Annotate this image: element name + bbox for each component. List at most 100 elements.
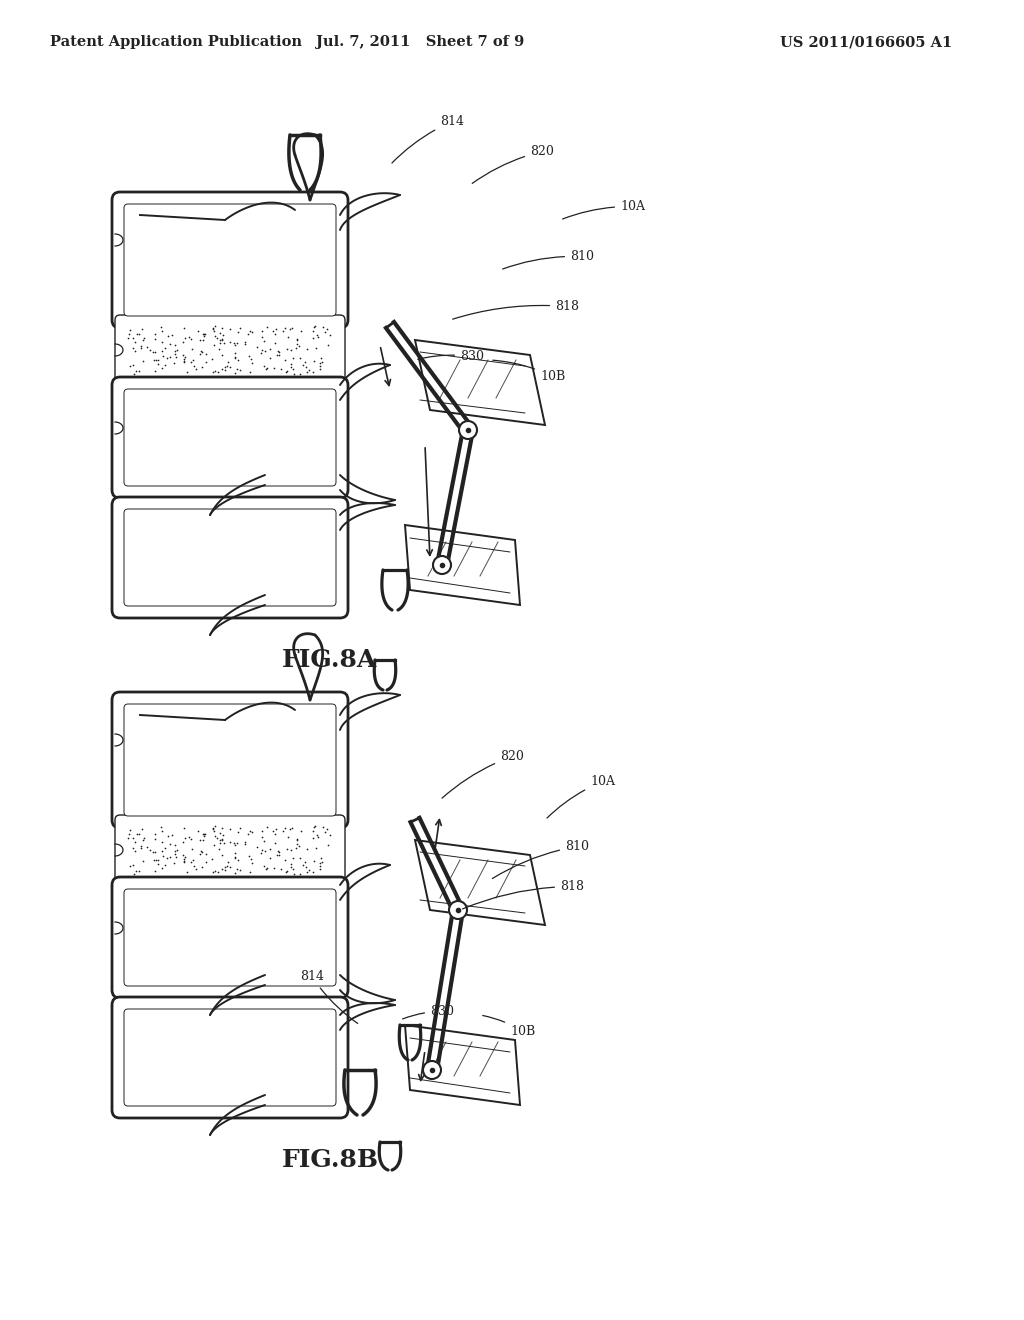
Point <box>211 838 227 859</box>
Point <box>175 345 191 366</box>
Point <box>271 345 288 366</box>
Point <box>131 861 147 882</box>
Point <box>283 354 299 375</box>
FancyBboxPatch shape <box>112 498 348 618</box>
Point <box>162 333 178 354</box>
Point <box>205 362 221 383</box>
Point <box>227 862 244 883</box>
Point <box>244 352 260 374</box>
Point <box>178 362 195 383</box>
Point <box>125 838 141 859</box>
Point <box>312 847 329 869</box>
Point <box>256 330 272 351</box>
Point <box>213 330 229 351</box>
Point <box>216 833 232 854</box>
FancyBboxPatch shape <box>115 814 345 884</box>
Point <box>154 341 170 362</box>
Point <box>241 824 257 845</box>
Point <box>133 337 150 358</box>
Point <box>122 820 138 841</box>
Point <box>232 817 249 838</box>
Point <box>184 339 201 360</box>
Point <box>128 861 144 882</box>
Point <box>217 359 233 380</box>
Point <box>177 828 194 849</box>
Point <box>262 339 279 360</box>
Point <box>198 352 214 374</box>
Point <box>305 321 322 342</box>
Point <box>146 824 163 845</box>
Point <box>166 352 182 374</box>
Text: FIG.8A: FIG.8A <box>283 648 378 672</box>
Point <box>134 829 151 850</box>
Point <box>169 840 185 861</box>
Point <box>146 861 163 882</box>
Point <box>184 850 201 871</box>
Point <box>135 828 152 849</box>
Point <box>279 861 295 882</box>
Point <box>284 817 300 838</box>
Text: 814: 814 <box>300 970 357 1023</box>
Point <box>194 342 210 363</box>
Point <box>213 859 229 880</box>
Text: 820: 820 <box>472 145 554 183</box>
Point <box>232 318 249 339</box>
Point <box>267 318 284 339</box>
Point <box>167 343 183 364</box>
Point <box>271 841 288 862</box>
Point <box>122 355 138 376</box>
Point <box>270 841 287 862</box>
Point <box>214 329 230 350</box>
Point <box>154 857 170 878</box>
Point <box>301 859 317 880</box>
Point <box>213 830 229 851</box>
Point <box>216 333 232 354</box>
Point <box>255 355 271 376</box>
Point <box>205 818 221 840</box>
Text: 10A: 10A <box>547 775 615 818</box>
Point <box>228 359 245 380</box>
Point <box>297 851 313 873</box>
Polygon shape <box>415 840 545 925</box>
Point <box>289 829 305 850</box>
Point <box>299 338 315 359</box>
Point <box>214 845 230 866</box>
Point <box>293 321 309 342</box>
Point <box>212 833 228 854</box>
Point <box>289 334 305 355</box>
Point <box>160 825 176 846</box>
Point <box>217 857 233 878</box>
Point <box>278 362 294 383</box>
Point <box>226 833 243 854</box>
Point <box>191 343 208 364</box>
Text: 10B: 10B <box>493 360 565 383</box>
Point <box>155 346 171 367</box>
Point <box>295 354 311 375</box>
Point <box>176 850 193 871</box>
Point <box>150 853 166 874</box>
Point <box>160 325 176 346</box>
Point <box>312 859 329 880</box>
Point <box>166 851 182 873</box>
FancyBboxPatch shape <box>112 378 348 498</box>
Point <box>289 329 305 350</box>
Point <box>309 325 326 346</box>
Point <box>205 817 221 838</box>
Point <box>310 826 327 847</box>
Point <box>238 832 254 853</box>
Point <box>183 828 200 849</box>
Point <box>176 818 193 840</box>
Point <box>313 351 330 372</box>
Point <box>205 319 221 341</box>
Point <box>243 362 259 383</box>
Point <box>206 821 222 842</box>
Point <box>212 333 228 354</box>
Point <box>222 857 239 878</box>
Point <box>122 855 138 876</box>
Point <box>184 838 201 859</box>
Point <box>285 847 301 869</box>
Point <box>146 323 163 345</box>
Circle shape <box>459 421 477 440</box>
Point <box>278 862 294 883</box>
Point <box>314 317 331 338</box>
